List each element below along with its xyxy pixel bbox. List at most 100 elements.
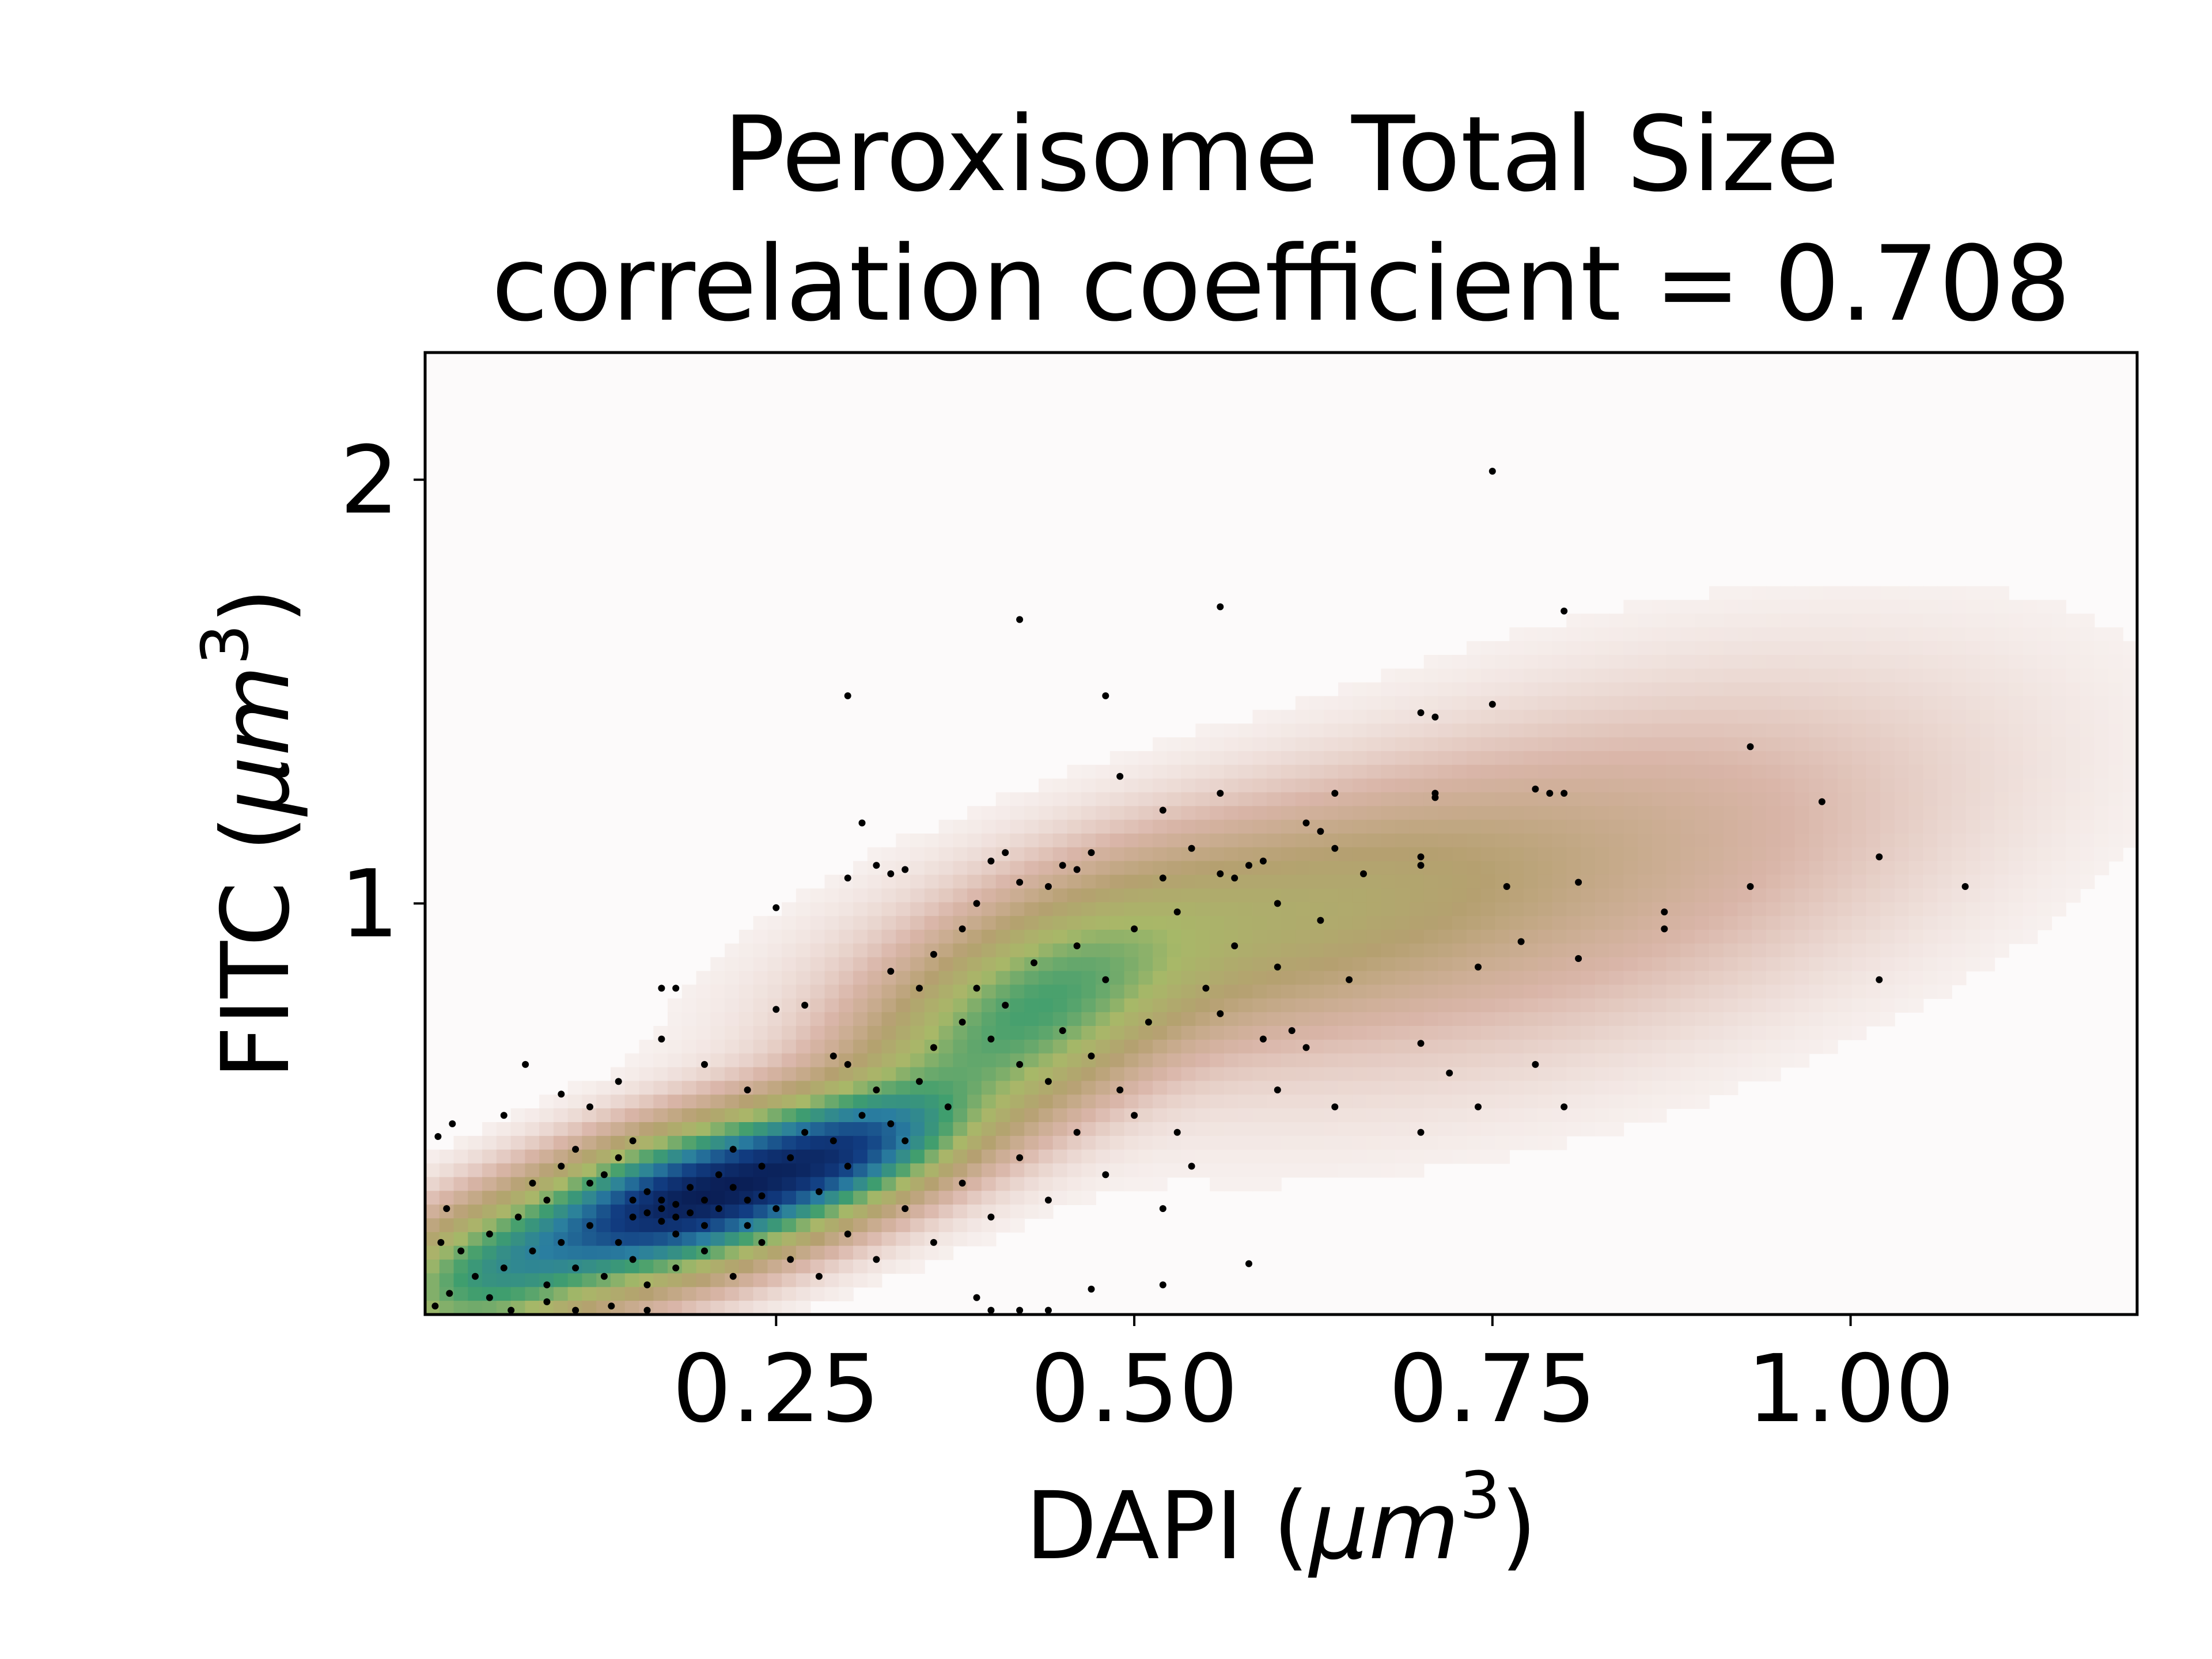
density-cell: [2108, 834, 2124, 848]
density-cell: [753, 1039, 768, 1054]
density-cell: [995, 1163, 1011, 1178]
density-cell: [1096, 1149, 1111, 1164]
density-cell: [1780, 943, 1796, 958]
density-cell: [1109, 943, 1125, 958]
density-cell: [1124, 1135, 1139, 1150]
density-cell: [1794, 600, 1810, 615]
y-axis-label-unit: μm: [202, 665, 310, 817]
density-cell: [839, 930, 854, 944]
density-cell: [1480, 874, 1496, 889]
density-cell: [1823, 806, 1838, 820]
density-cell: [624, 1218, 640, 1233]
density-cell: [1166, 888, 1182, 903]
density-cell: [1609, 971, 1624, 986]
density-cell: [1709, 902, 1724, 916]
density-cell: [1581, 888, 1596, 903]
density-cell: [738, 1053, 754, 1068]
density-cell: [853, 998, 868, 1013]
density-cell: [1709, 820, 1724, 834]
density-cell: [1638, 778, 1653, 793]
density-cell: [1423, 1135, 1439, 1150]
density-cell: [1096, 984, 1111, 999]
density-cell: [824, 1026, 840, 1040]
density-cell: [1324, 902, 1339, 916]
density-cell: [2009, 888, 2024, 903]
density-cell: [2123, 737, 2137, 752]
density-cell: [782, 984, 797, 999]
density-cell: [1338, 930, 1353, 944]
density-cell: [1352, 834, 1368, 848]
density-cell: [1723, 641, 1738, 656]
density-cell: [1395, 888, 1410, 903]
density-cell: [1024, 1067, 1039, 1082]
density-cell: [1623, 874, 1638, 889]
density-cell: [1552, 724, 1567, 738]
density-cell: [924, 930, 940, 944]
density-cell: [1024, 971, 1039, 986]
density-cell: [2094, 627, 2109, 642]
density-cell: [896, 1094, 911, 1109]
density-cell: [810, 1232, 825, 1247]
density-cell: [953, 820, 968, 834]
density-cell: [981, 1012, 997, 1027]
density-cell: [624, 1081, 640, 1096]
density-cell: [2080, 834, 2095, 848]
density-cell: [1780, 764, 1796, 779]
density-cell: [938, 902, 954, 916]
density-cell: [910, 1094, 925, 1109]
density-cell: [2022, 737, 2038, 752]
density-cell: [853, 1163, 868, 1178]
density-cell: [2022, 600, 2038, 615]
density-cell: [2066, 806, 2081, 820]
density-cell: [1780, 724, 1796, 738]
density-cell: [995, 984, 1011, 999]
density-cell: [753, 1149, 768, 1164]
density-cell: [881, 1191, 897, 1205]
density-cell: [1823, 1039, 1838, 1054]
density-cell: [1324, 737, 1339, 752]
density-cell: [1780, 930, 1796, 944]
density-cell: [710, 1287, 725, 1301]
density-cell: [981, 1218, 997, 1233]
density-cell: [1794, 1053, 1810, 1068]
density-cell: [1952, 957, 1967, 972]
density-cell: [1052, 1012, 1068, 1027]
density-cell: [1366, 930, 1382, 944]
density-cell: [2094, 668, 2109, 683]
density-cell: [1138, 1149, 1153, 1164]
density-cell: [796, 1259, 811, 1274]
density-cell: [1766, 930, 1781, 944]
density-cell: [1581, 847, 1596, 862]
density-cell: [1895, 874, 1910, 889]
density-cell: [1766, 792, 1781, 807]
density-cell: [1366, 1122, 1382, 1137]
density-cell: [867, 984, 882, 999]
density-cell: [1581, 916, 1596, 930]
density-cell: [1638, 627, 1653, 642]
density-cell: [1467, 696, 1482, 711]
density-cell: [1537, 1039, 1553, 1054]
density-cell: [981, 1149, 997, 1164]
density-cell: [1281, 1012, 1296, 1027]
density-cell: [1723, 1012, 1738, 1027]
scatter-point: [1131, 925, 1138, 933]
density-cell: [1010, 1205, 1025, 1219]
scatter-point: [916, 984, 923, 992]
density-cell: [2022, 902, 2038, 916]
density-cell: [1366, 971, 1382, 986]
density-cell: [1851, 861, 1867, 876]
density-cell: [1267, 916, 1282, 930]
density-cell: [1937, 874, 1952, 889]
density-cell: [1537, 847, 1553, 862]
density-cell: [1737, 806, 1753, 820]
density-cell: [824, 1177, 840, 1192]
density-cell: [824, 984, 840, 999]
density-cell: [881, 847, 897, 862]
density-cell: [1908, 641, 1924, 656]
density-cell: [738, 1108, 754, 1123]
density-cell: [1039, 943, 1054, 958]
density-cell: [1965, 710, 1981, 724]
density-cell: [1324, 888, 1339, 903]
density-cell: [1737, 1012, 1753, 1027]
density-cell: [1609, 1012, 1624, 1027]
